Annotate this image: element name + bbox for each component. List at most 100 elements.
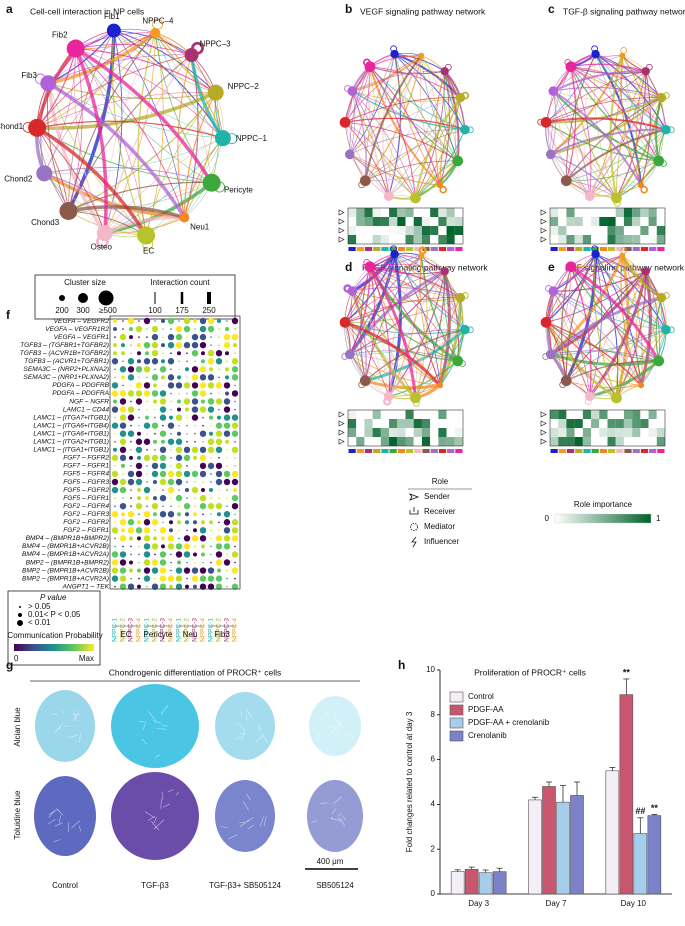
node — [347, 286, 358, 296]
group-bar — [616, 449, 624, 453]
dot — [233, 343, 237, 348]
node — [548, 86, 559, 96]
texture — [332, 808, 337, 814]
dot — [225, 391, 229, 396]
heatmap-cell — [558, 437, 567, 446]
dot — [169, 520, 173, 525]
dot — [119, 486, 127, 494]
x-tick-label: Day 10 — [621, 899, 647, 908]
dot — [186, 577, 188, 580]
edge — [444, 71, 466, 130]
dot — [194, 561, 196, 564]
dot — [167, 382, 175, 389]
edge — [349, 329, 465, 355]
dot — [210, 457, 212, 459]
pair-label: VEGFA – VEGFR2 — [54, 318, 110, 325]
dot — [154, 529, 156, 532]
dot — [210, 513, 212, 515]
heatmap-cell — [372, 217, 381, 226]
node — [540, 316, 552, 328]
bar — [633, 833, 648, 895]
heatmap-cell — [582, 226, 592, 235]
dot — [154, 432, 156, 435]
texture — [66, 735, 77, 739]
edge — [365, 129, 465, 181]
heatmap-cell — [599, 437, 608, 446]
heatmap-frame — [347, 409, 464, 447]
pair-label: BMP4 – (BMPR1B+ACVR2A) — [22, 551, 109, 558]
dot — [234, 328, 236, 330]
node-label: Fib2 — [52, 31, 68, 40]
dot — [143, 543, 151, 550]
dot — [210, 481, 212, 483]
dot — [121, 512, 125, 517]
dot — [114, 440, 116, 443]
dot — [223, 527, 231, 534]
texture — [227, 834, 238, 840]
dot — [201, 488, 205, 493]
dot — [167, 341, 175, 349]
texture — [334, 716, 340, 727]
dot — [170, 328, 172, 330]
dot — [127, 358, 135, 365]
dot — [135, 470, 143, 478]
bar — [478, 872, 493, 895]
dot — [153, 496, 157, 501]
heatmap-cell — [623, 217, 633, 226]
dot — [130, 577, 132, 580]
heatmap-cell — [372, 235, 381, 244]
heatmap-cell — [413, 428, 422, 437]
dot — [151, 470, 159, 478]
dot — [234, 561, 236, 564]
dot — [199, 374, 207, 381]
column-label: NPPC-4 — [136, 618, 143, 642]
pair-label: PDGFA – PDGFRA — [52, 390, 109, 397]
edge — [349, 97, 461, 155]
panel-label: b — [345, 2, 352, 16]
role-icon — [540, 227, 547, 234]
dot — [223, 511, 231, 518]
dot — [194, 432, 196, 435]
texture — [311, 820, 317, 823]
dot — [159, 406, 167, 413]
dot — [146, 505, 148, 507]
heatmap-cell — [356, 235, 365, 244]
edge — [583, 54, 596, 197]
dot — [215, 422, 223, 429]
heatmap-cell — [632, 217, 641, 226]
dot — [201, 544, 205, 549]
texture — [245, 793, 251, 801]
dot — [143, 382, 151, 389]
edge — [349, 266, 371, 355]
dot — [175, 438, 183, 445]
heatmap-cell — [389, 235, 398, 244]
dot — [161, 343, 165, 348]
dot — [231, 502, 239, 510]
texture — [330, 817, 339, 821]
pair-label: LAMC1 – (ITGA6+ITGB4) — [33, 422, 109, 429]
heatmap-cell — [454, 419, 463, 428]
edge — [189, 54, 225, 140]
heatmap-cell — [566, 217, 575, 226]
heatmap-cell — [413, 217, 422, 226]
dot — [191, 446, 199, 453]
dot — [207, 317, 215, 325]
dot — [215, 559, 223, 566]
group-bar — [657, 247, 665, 251]
edge — [74, 47, 108, 234]
dot — [217, 319, 221, 323]
dot — [186, 392, 188, 395]
edge — [36, 54, 192, 129]
dot — [170, 497, 172, 499]
dot — [186, 424, 188, 427]
dot — [130, 553, 132, 556]
edge — [645, 271, 667, 330]
edge — [351, 90, 367, 181]
node — [383, 191, 394, 202]
heatmap-cell — [421, 437, 431, 446]
dot — [114, 497, 116, 499]
panel-label: f — [6, 308, 11, 322]
edge — [655, 297, 662, 362]
legend-label: Sender — [424, 492, 450, 501]
dot — [119, 390, 127, 397]
